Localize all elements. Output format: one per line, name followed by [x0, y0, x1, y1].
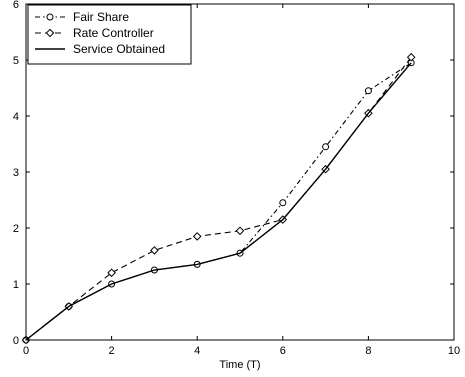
data-point: [150, 246, 159, 255]
data-point: [364, 87, 372, 95]
legend-item: Rate Controller: [35, 26, 154, 40]
x-tick-label: 4: [194, 345, 200, 357]
x-axis-title: Time (T): [219, 359, 260, 371]
axes: 0 2 4 6 8 10 0 1 2 3 4 5 6: [13, 0, 460, 357]
legend-label: Rate Controller: [73, 26, 154, 40]
y-tick-label: 1: [13, 279, 19, 291]
data-point: [192, 232, 202, 241]
series-service-obtained: [25, 62, 412, 341]
legend-marker: [46, 13, 54, 21]
y-tick-label: 6: [13, 0, 19, 11]
data-point: [322, 143, 330, 151]
series-line: [25, 62, 412, 341]
legend-box: [27, 4, 192, 65]
x-tick-label: 6: [280, 345, 286, 357]
legend-item: Service Obtained: [35, 42, 165, 56]
y-tick-label: 5: [13, 55, 19, 67]
y-tick-label: 4: [13, 111, 19, 123]
y-tick-label: 3: [13, 167, 19, 179]
legend: Fair Share Rate Controller Service Obtaine…: [27, 4, 192, 65]
plot-frame: [25, 3, 455, 341]
x-tick-label: 10: [448, 345, 460, 357]
legend-marker: [45, 28, 55, 38]
x-tick-label: 2: [109, 345, 115, 357]
series-group: [21, 52, 416, 345]
data-point: [279, 199, 287, 207]
data-point: [107, 268, 116, 278]
legend-label: Service Obtained: [73, 42, 165, 56]
legend-item: Fair Share: [35, 10, 129, 24]
data-point: [235, 226, 245, 236]
legend-label: Fair Share: [73, 10, 129, 24]
x-tick-label: 8: [365, 345, 371, 357]
y-tick-label: 2: [13, 223, 19, 235]
y-tick-label: 0: [13, 335, 19, 347]
x-tick-label: 0: [23, 345, 29, 357]
data-point: [406, 52, 416, 62]
